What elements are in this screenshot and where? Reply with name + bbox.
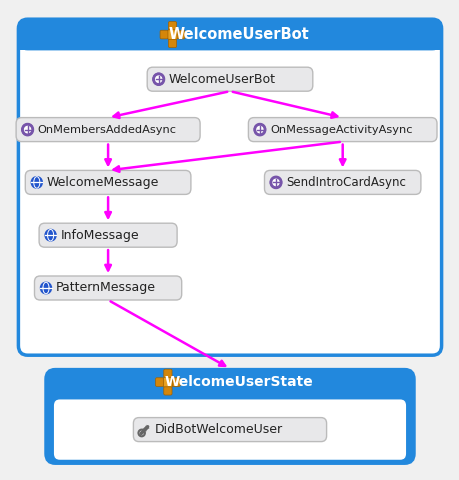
FancyBboxPatch shape (264, 170, 420, 194)
FancyBboxPatch shape (46, 370, 413, 463)
FancyBboxPatch shape (53, 398, 406, 461)
FancyBboxPatch shape (39, 223, 177, 247)
FancyBboxPatch shape (25, 170, 190, 194)
Text: WelcomeUserBot: WelcomeUserBot (168, 72, 275, 86)
FancyBboxPatch shape (248, 118, 436, 142)
FancyBboxPatch shape (133, 418, 326, 442)
FancyBboxPatch shape (176, 30, 185, 39)
Text: WelcomeUserBot: WelcomeUserBot (168, 27, 309, 42)
Circle shape (272, 179, 279, 186)
Text: WelcomeMessage: WelcomeMessage (47, 176, 159, 189)
Circle shape (45, 229, 56, 241)
Text: ✦: ✦ (141, 425, 150, 434)
Text: PatternMessage: PatternMessage (56, 281, 156, 295)
FancyBboxPatch shape (147, 67, 312, 91)
FancyBboxPatch shape (18, 19, 441, 50)
FancyBboxPatch shape (163, 377, 172, 387)
FancyBboxPatch shape (163, 386, 172, 395)
FancyBboxPatch shape (34, 276, 181, 300)
FancyBboxPatch shape (18, 19, 441, 355)
Circle shape (24, 126, 31, 133)
Circle shape (254, 124, 265, 135)
FancyBboxPatch shape (168, 39, 176, 48)
FancyBboxPatch shape (155, 378, 163, 386)
Text: OnMessageActivityAsync: OnMessageActivityAsync (269, 125, 412, 134)
Text: WelcomeUserState: WelcomeUserState (164, 375, 313, 389)
Text: OnMembersAddedAsync: OnMembersAddedAsync (38, 125, 176, 134)
Circle shape (270, 177, 281, 188)
Circle shape (40, 282, 51, 294)
FancyBboxPatch shape (168, 30, 177, 39)
Text: SendIntroCardAsync: SendIntroCardAsync (285, 176, 405, 189)
Bar (18, 35, 441, 50)
Circle shape (256, 126, 263, 133)
Circle shape (22, 124, 33, 135)
FancyBboxPatch shape (172, 378, 180, 386)
Text: InfoMessage: InfoMessage (61, 228, 139, 242)
FancyBboxPatch shape (16, 118, 200, 142)
FancyBboxPatch shape (168, 22, 176, 30)
Circle shape (155, 76, 162, 83)
FancyBboxPatch shape (160, 30, 168, 39)
FancyBboxPatch shape (163, 369, 172, 378)
Circle shape (153, 73, 164, 85)
Text: DidBotWelcomeUser: DidBotWelcomeUser (155, 423, 283, 436)
Circle shape (31, 177, 42, 188)
